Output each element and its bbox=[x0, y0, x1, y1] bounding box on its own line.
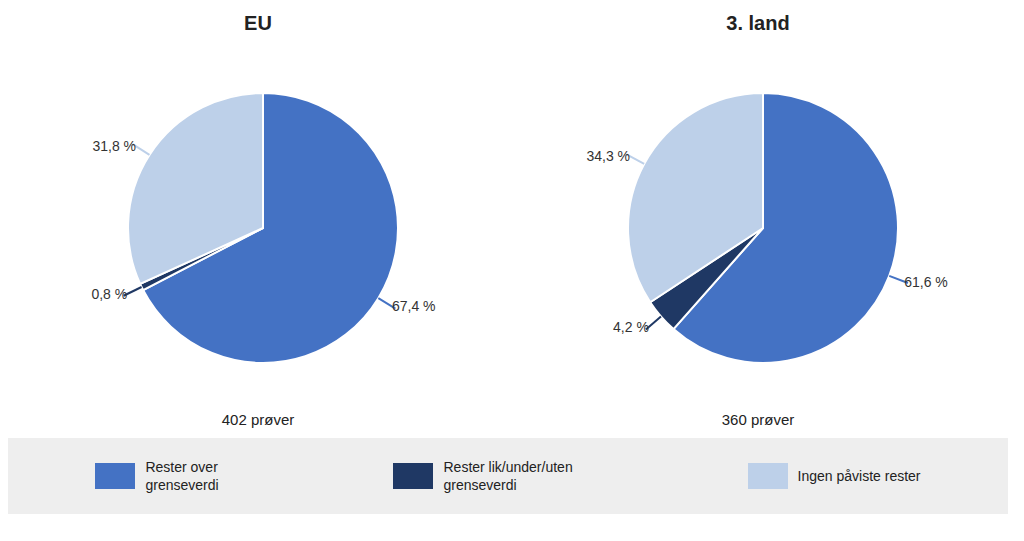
html-text:Rester over grenseverdi: Rester over grenseverdi bbox=[145, 459, 219, 493]
html-text:EU: EU bbox=[244, 12, 272, 34]
html-text:360 prøver: 360 prøver bbox=[721, 411, 795, 428]
svg-text:4,2 %: 4,2 % bbox=[613, 319, 649, 335]
html-text:Rester lik/under/uten grenseve: Rester lik/under/uten grenseverdi bbox=[443, 459, 573, 493]
html-text:402 prøver: 402 prøver bbox=[221, 411, 295, 428]
svg-text:31,8 %: 31,8 % bbox=[92, 138, 136, 154]
svg-text:0,8 %: 0,8 % bbox=[91, 286, 127, 302]
svg-text:34,3 %: 34,3 % bbox=[586, 148, 630, 164]
html-text:Ingen påviste rester: Ingen påviste rester bbox=[797, 468, 921, 484]
html-text:3. land: 3. land bbox=[726, 12, 790, 34]
svg-text:61,6 %: 61,6 % bbox=[904, 274, 948, 290]
svg-text:67,4 %: 67,4 % bbox=[392, 298, 436, 314]
